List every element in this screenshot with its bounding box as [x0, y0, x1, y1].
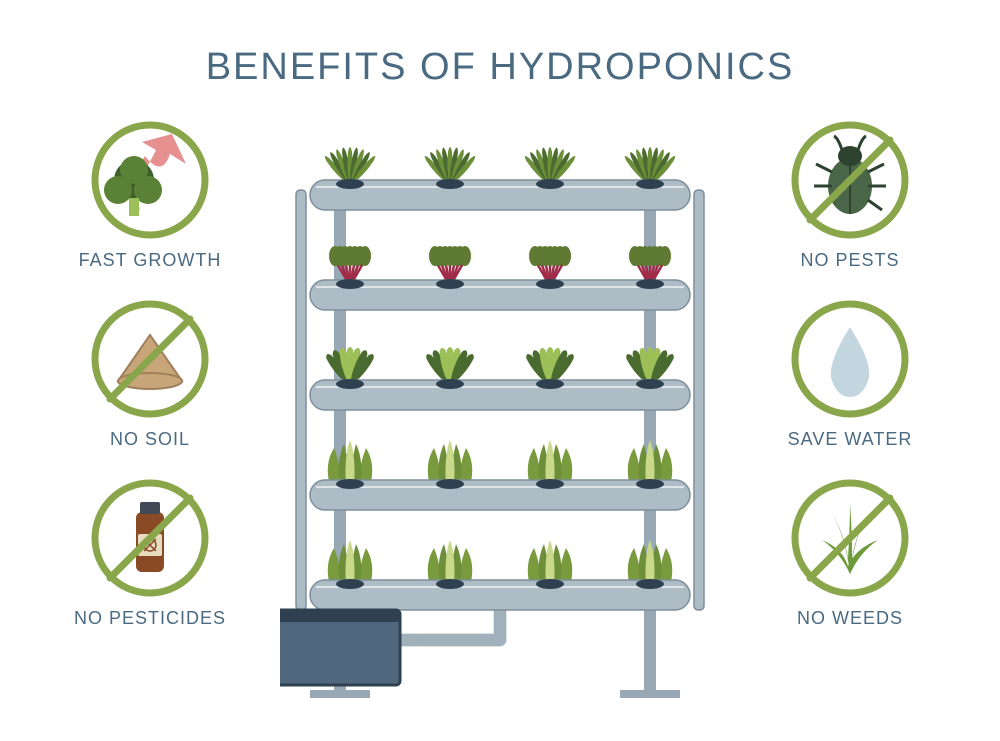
- benefit-label: NO PESTS: [800, 250, 899, 271]
- page-title: BENEFITS OF HYDROPONICS: [0, 46, 1000, 89]
- no-weeds-icon: [790, 478, 910, 598]
- no-pests-icon: [790, 120, 910, 240]
- no-soil-icon: [90, 299, 210, 419]
- no-pesticides-icon: [90, 478, 210, 598]
- benefit-no-soil: NO SOIL: [90, 299, 210, 450]
- fast-growth-icon: [90, 120, 210, 240]
- benefit-label: SAVE WATER: [788, 429, 913, 450]
- benefits-left-column: FAST GROWTH NO SOIL: [60, 120, 240, 629]
- benefit-no-pests: NO PESTS: [790, 120, 910, 271]
- benefits-right-column: NO PESTS SAVE WATER NO WEEDS: [760, 120, 940, 629]
- hydroponic-rack: [280, 120, 720, 680]
- benefit-fast-growth: FAST GROWTH: [79, 120, 222, 271]
- benefit-no-weeds: NO WEEDS: [790, 478, 910, 629]
- save-water-icon: [790, 299, 910, 419]
- benefit-label: NO SOIL: [110, 429, 190, 450]
- benefit-no-pesticides: NO PESTICIDES: [74, 478, 226, 629]
- benefit-label: NO WEEDS: [797, 608, 903, 629]
- benefit-label: FAST GROWTH: [79, 250, 222, 271]
- benefit-label: NO PESTICIDES: [74, 608, 226, 629]
- benefit-save-water: SAVE WATER: [788, 299, 913, 450]
